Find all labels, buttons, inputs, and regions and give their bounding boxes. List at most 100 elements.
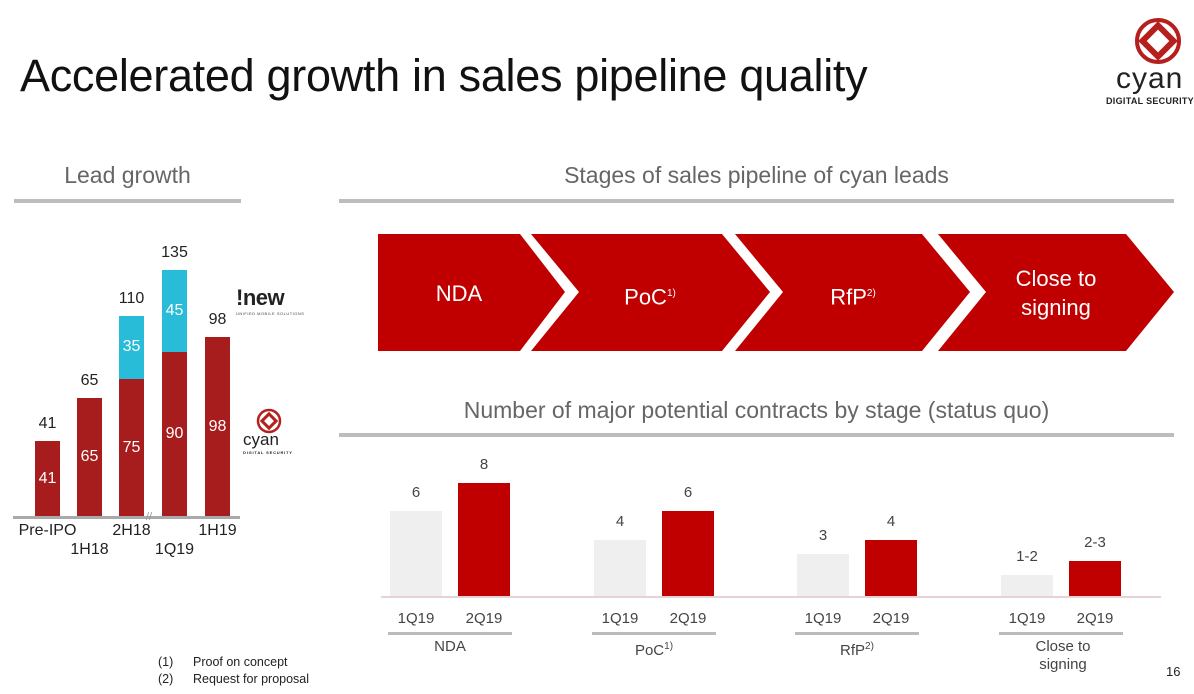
group-label: Close to signing [1028, 638, 1098, 674]
bar-cyan-1H19 [205, 337, 230, 516]
logo-subtext: DIGITAL SECURITY [1106, 96, 1194, 106]
x-axis [381, 596, 1161, 598]
x-tick-label: Pre-IPO [18, 522, 77, 539]
bar-value-label: 4 [615, 512, 625, 530]
stage-label: NDA [435, 281, 483, 306]
bar-value-label: 90 [165, 425, 184, 442]
stage-label: RfP [830, 284, 867, 310]
cyan-logo-emblem-icon [1135, 18, 1181, 64]
group-label-text: Close to signing [1035, 638, 1091, 673]
bar-1Q19 [594, 539, 646, 596]
x-tick-label: 1Q19 [601, 610, 639, 627]
stage-close-to-signing: Close to signing [1000, 264, 1112, 322]
bar-2Q19 [662, 511, 714, 596]
bar-2Q19 [1069, 560, 1121, 596]
bar-1Q19 [797, 553, 849, 596]
stage-footnote-marker: 1) [666, 288, 676, 299]
bar-new-2H18 [119, 315, 144, 380]
footnote-marker: 1) [664, 641, 674, 652]
pipeline-heading: Stages of sales pipeline of cyan leads [564, 162, 949, 188]
stage-label: Close to signing [1015, 266, 1097, 320]
bar-value-label: 6 [411, 484, 421, 502]
bar-value-label: 65 [80, 447, 99, 465]
inew-logo-text: !new [236, 285, 285, 310]
inew-logo: !new UNIFIED MOBILE SOLUTIONS [236, 285, 304, 316]
x-tick-label: 2Q19 [1076, 610, 1114, 627]
stage-arrow-rfp [735, 234, 970, 351]
x-tick-label: 1H19 [198, 522, 237, 539]
lead-growth-heading: Lead growth [64, 162, 191, 188]
bar-value-label: 3 [818, 526, 828, 544]
group-label-text: PoC [634, 642, 665, 659]
footnote-2: (2) Request for proposal [158, 672, 309, 686]
bar-value-label: 6 [683, 484, 693, 502]
cyan-logo: cyan DIGITAL SECURITY [1104, 18, 1194, 108]
stage-nda: NDA [400, 279, 518, 308]
bar-total-label: 41 [38, 415, 57, 433]
stage-arrow-poc [531, 234, 770, 351]
footnote-text: Proof on concept [193, 655, 288, 669]
group-underline [795, 632, 919, 635]
x-tick-label: 1Q19 [804, 610, 842, 627]
x-tick-label: 2Q19 [872, 610, 910, 627]
bar-total-label: 135 [161, 244, 188, 261]
x-tick-label: 2Q19 [669, 610, 707, 627]
x-tick-label: 1Q19 [1008, 610, 1046, 627]
divider [14, 199, 241, 203]
bar-2Q19 [458, 483, 510, 596]
bar-new-1Q19 [162, 270, 187, 352]
group-label: PoC1) [584, 638, 724, 660]
bar-value-label: 45 [165, 302, 184, 319]
group-underline [592, 632, 716, 635]
logo-text: cyan [1116, 62, 1184, 95]
x-tick-label: 2Q19 [465, 610, 503, 627]
bar-cyan-Pre-IPO [35, 441, 60, 516]
stage-label: PoC [624, 284, 667, 310]
bar-value-label: 4 [886, 512, 896, 530]
footnote-marker: (2) [158, 672, 174, 686]
footnote-marker: (1) [158, 655, 174, 669]
divider [339, 199, 1174, 203]
page-number: 16 [1166, 664, 1181, 679]
page-title: Accelerated growth in sales pipeline qua… [20, 50, 868, 101]
bar-2Q19 [865, 539, 917, 596]
cyan-small-logo-text: cyan [243, 430, 279, 449]
x-tick-label: 1H18 [70, 541, 109, 558]
bar-value-label: 98 [208, 417, 227, 435]
group-label-text: RfP [840, 642, 866, 659]
bar-value-label: 35 [122, 338, 141, 356]
bar-total-label: 98 [208, 311, 227, 329]
divider [339, 433, 1174, 437]
bar-1Q19 [390, 511, 442, 596]
bar-value-label: 2-3 [1084, 533, 1106, 551]
x-tick-label: 1Q19 [397, 610, 435, 627]
bar-total-label: 110 [118, 289, 145, 307]
bar-cyan-1Q19 [162, 352, 187, 516]
footnote-text: Request for proposal [193, 672, 310, 686]
group-underline [999, 632, 1123, 635]
bar-total-label: 65 [80, 371, 99, 389]
bar-cyan-2H18 [119, 379, 144, 516]
group-label-text: NDA [434, 638, 466, 655]
stage-arrow-nda [378, 234, 565, 351]
bar-cyan-1H18 [77, 397, 102, 516]
stage-arrow-close [938, 234, 1174, 351]
stage-rfp: RfP2) [793, 279, 913, 311]
inew-logo-subtext: UNIFIED MOBILE SOLUTIONS [236, 311, 305, 316]
bar-value-label: 75 [122, 438, 141, 456]
bar-value-label: 41 [38, 469, 57, 487]
contracts-heading: Number of major potential contracts by s… [463, 397, 1050, 423]
axis-break-icon: // [146, 511, 153, 523]
footnote-marker: 2) [865, 641, 874, 652]
footnote-1: (1) Proof on concept [158, 655, 288, 669]
cyan-emblem-icon [256, 408, 282, 434]
bar-value-label: 1-2 [1016, 547, 1038, 565]
x-tick-label: 1Q19 [154, 541, 195, 558]
group-label: RfP2) [787, 638, 927, 660]
cyan-small-logo-subtext: DIGITAL SECURITY [243, 450, 293, 455]
bar-1Q19 [1001, 574, 1053, 596]
stage-poc: PoC1) [590, 279, 710, 311]
x-tick-label: 2H18 [112, 522, 151, 539]
